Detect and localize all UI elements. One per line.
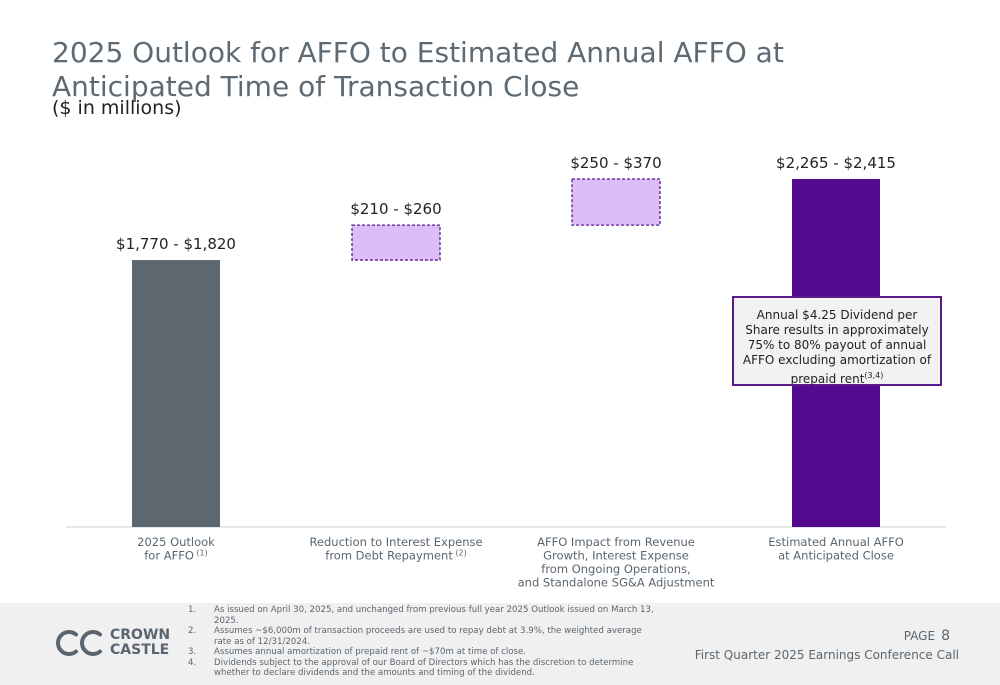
bar-1 xyxy=(132,260,220,527)
page-title: 2025 Outlook for AFFO to Estimated Annua… xyxy=(52,36,784,103)
logo-line-2: CASTLE xyxy=(110,642,170,658)
bar-value-label: $250 - $370 xyxy=(570,154,661,172)
bar-value-label: $210 - $260 xyxy=(350,200,441,218)
footnote-item: 4. Dividends subject to the approval of o… xyxy=(188,657,634,679)
callout-footnote: (3,4) xyxy=(864,371,884,380)
callout-text: Annual $4.25 Dividend per Share results … xyxy=(742,308,932,386)
footnote-item: 1. As issued on April 30, 2025, and uncha… xyxy=(188,605,654,626)
crown-castle-logo: CROWN CASTLE xyxy=(52,628,170,658)
footer-bar xyxy=(0,603,1000,685)
bar-3 xyxy=(571,178,661,226)
footnote-item: 2. Assumes ~$6,000m of transaction procee… xyxy=(188,626,642,647)
bar-value-label: $2,265 - $2,415 xyxy=(776,154,896,172)
bar-2 xyxy=(351,224,441,261)
page-subtitle: ($ in millions) xyxy=(52,97,182,119)
bar-value-label: $1,770 - $1,820 xyxy=(116,235,236,253)
x-tick-label: Estimated Annual AFFO at Anticipated Clos… xyxy=(768,535,904,563)
footnote-item: 3. Assumes annual amortization of prepaid… xyxy=(188,647,526,657)
logo-line-1: CROWN xyxy=(110,627,171,643)
page-number-value: 8 xyxy=(941,628,950,644)
page-number: PAGE 8 xyxy=(904,628,950,644)
x-tick-label: 2025 Outlook for AFFO (1) xyxy=(137,535,215,563)
conference-call-label: First Quarter 2025 Earnings Conference C… xyxy=(694,648,959,662)
page-label: PAGE xyxy=(903,629,936,643)
footnotes-list: 1. As issued on April 30, 2025, and uncha… xyxy=(188,605,658,679)
dividend-callout: Annual $4.25 Dividend per Share results … xyxy=(732,296,942,386)
waterfall-chart: $1,770 - $1,820 2025 Outlook for AFFO (1) $… xyxy=(66,154,946,590)
logo-mark-icon xyxy=(56,630,102,656)
x-tick-label: Reduction to Interest Expense from Debt R… xyxy=(309,535,482,563)
x-tick-label: AFFO Impact from Revenue Growth, Interest… xyxy=(518,535,715,590)
